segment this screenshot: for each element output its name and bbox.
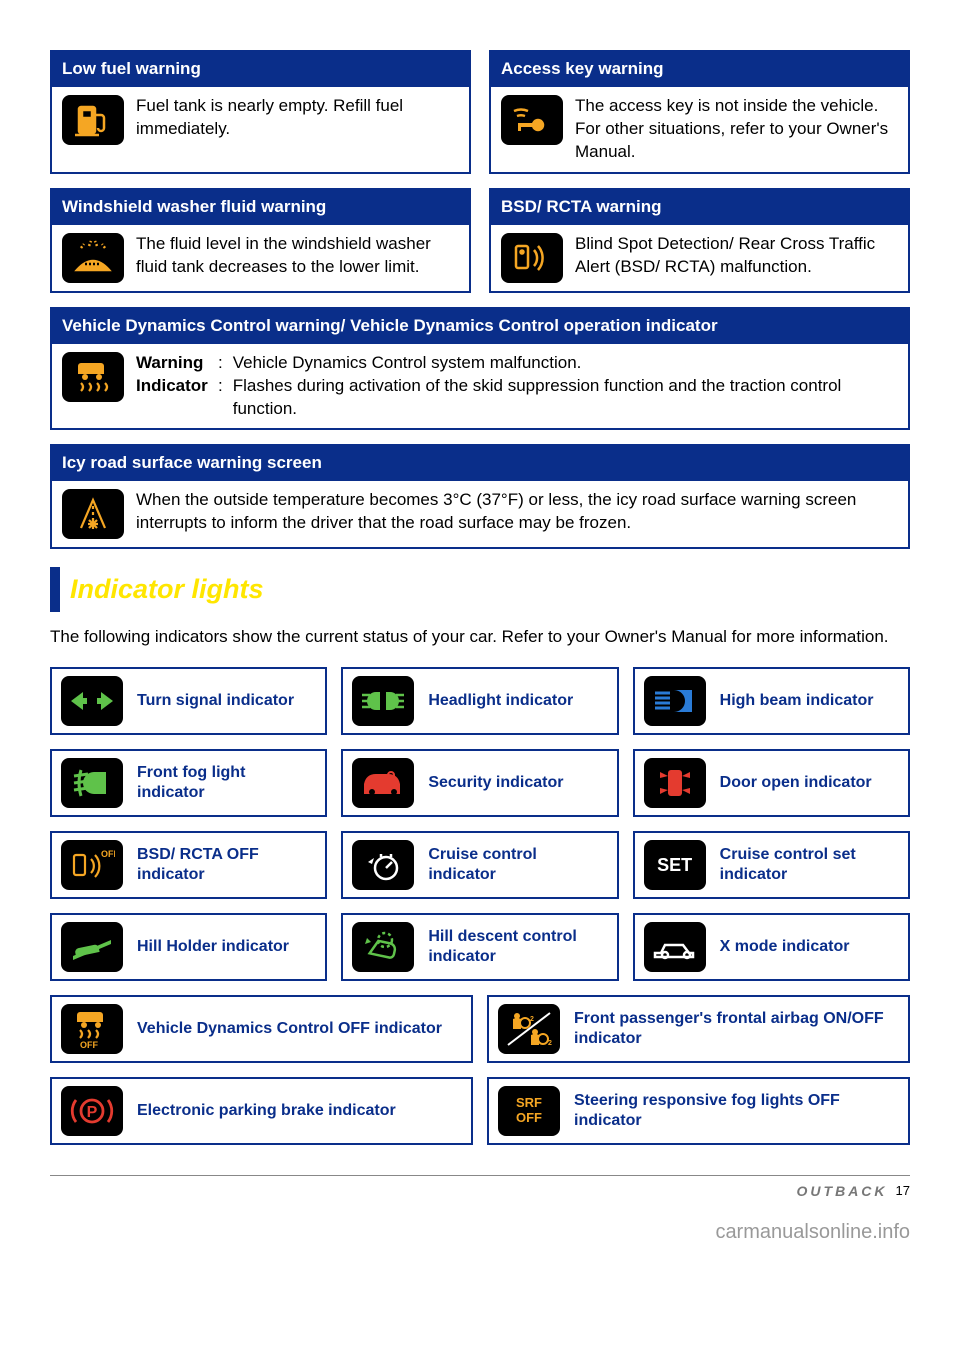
indicator-label: Headlight indicator xyxy=(428,691,573,711)
vdc-off-icon: OFF xyxy=(61,1004,123,1054)
indicator-label: Steering responsive fog lights OFF indic… xyxy=(574,1091,899,1131)
key-wave-icon xyxy=(501,95,563,145)
indicator-label: High beam indicator xyxy=(720,691,874,711)
box-text: When the outside temperature becomes 3°C… xyxy=(136,489,898,535)
indicator-label: Security indicator xyxy=(428,773,563,793)
high-beam-icon xyxy=(644,676,706,726)
bsd-off-indicator: OFF BSD/ RCTA OFF indicator xyxy=(50,831,327,899)
hill-holder-icon xyxy=(61,922,123,972)
svg-text:2: 2 xyxy=(530,1016,534,1023)
srf-off-indicator: SRFOFF Steering responsive fog lights OF… xyxy=(487,1077,910,1145)
set-text-icon: SET xyxy=(644,840,706,890)
security-lock-icon xyxy=(352,758,414,808)
def-label: Warning xyxy=(136,352,214,375)
box-title: Windshield washer fluid warning xyxy=(52,190,469,225)
turn-signal-indicator: Turn signal indicator xyxy=(50,667,327,735)
indicator-label: Cruise control set indicator xyxy=(720,845,899,885)
icy-road-warning-box: Icy road surface warning screen When the… xyxy=(50,444,910,549)
high-beam-indicator: High beam indicator xyxy=(633,667,910,735)
box-text: Fuel tank is nearly empty. Refill fuel i… xyxy=(136,95,459,141)
indicator-label: Electronic parking brake indicator xyxy=(137,1101,396,1121)
indicator-label: Door open indicator xyxy=(720,773,872,793)
bsd-warning-box: BSD/ RCTA warning Blind Spot Detection/ … xyxy=(489,188,910,293)
warning-row: Low fuel warning Fuel tank is nearly emp… xyxy=(50,50,910,174)
section-intro: The following indicators show the curren… xyxy=(50,626,910,649)
colon: : xyxy=(218,352,223,375)
box-title: Icy road surface warning screen xyxy=(52,446,908,481)
box-title: Access key warning xyxy=(491,52,908,87)
indicator-label: Hill descent control indicator xyxy=(428,927,607,967)
colon: : xyxy=(218,375,223,421)
box-title: BSD/ RCTA warning xyxy=(491,190,908,225)
box-text: Blind Spot Detection/ Rear Cross Traffic… xyxy=(575,233,898,279)
indicator-row: OFF BSD/ RCTA OFF indicator Cruise contr… xyxy=(50,831,910,899)
indicator-label: BSD/ RCTA OFF indicator xyxy=(137,845,316,885)
warning-row: Windshield washer fluid warning The flui… xyxy=(50,188,910,293)
hill-descent-indicator: Hill descent control indicator xyxy=(341,913,618,981)
parking-brake-icon: P xyxy=(61,1086,123,1136)
access-key-warning-box: Access key warning The access key is not… xyxy=(489,50,910,174)
svg-text:OFF: OFF xyxy=(101,849,115,859)
indicator-row: Turn signal indicator Headlight indicato… xyxy=(50,667,910,735)
bsd-rcta-icon xyxy=(501,233,563,283)
headlight-indicator: Headlight indicator xyxy=(341,667,618,735)
indicator-label: X mode indicator xyxy=(720,937,850,957)
page-number: 17 xyxy=(896,1182,910,1200)
icy-road-icon xyxy=(62,489,124,539)
vdc-definitions: Warning : Vehicle Dynamics Control syste… xyxy=(136,352,898,421)
x-mode-indicator: X mode indicator xyxy=(633,913,910,981)
parking-brake-indicator: P Electronic parking brake indicator xyxy=(50,1077,473,1145)
svg-text:OFF: OFF xyxy=(80,1040,98,1050)
section-title: Indicator lights xyxy=(50,567,910,611)
icon-text: SRFOFF xyxy=(516,1096,542,1125)
hill-holder-indicator: Hill Holder indicator xyxy=(50,913,327,981)
indicator-label: Front fog light indicator xyxy=(137,763,316,803)
indicator-label: Front passenger's frontal airbag ON/OFF … xyxy=(574,1009,899,1049)
door-open-indicator: Door open indicator xyxy=(633,749,910,817)
cruise-set-indicator: SET Cruise control set indicator xyxy=(633,831,910,899)
indicator-label: Turn signal indicator xyxy=(137,691,294,711)
box-text: The access key is not inside the vehicle… xyxy=(575,95,898,164)
indicator-label: Cruise control indicator xyxy=(428,845,607,885)
svg-text:P: P xyxy=(87,1104,98,1121)
svg-text:2: 2 xyxy=(548,1040,552,1047)
door-open-icon xyxy=(644,758,706,808)
cruise-control-indicator: Cruise control indicator xyxy=(341,831,618,899)
washer-fluid-icon xyxy=(62,233,124,283)
box-text: The fluid level in the windshield washer… xyxy=(136,233,459,279)
security-indicator: Security indicator xyxy=(341,749,618,817)
box-title: Vehicle Dynamics Control warning/ Vehicl… xyxy=(52,309,908,344)
watermark: carmanualsonline.info xyxy=(50,1219,910,1246)
def-text: Flashes during activation of the skid su… xyxy=(233,375,898,421)
indicator-row: P Electronic parking brake indicator SRF… xyxy=(50,1077,910,1145)
def-label: Indicator xyxy=(136,375,214,421)
x-mode-icon xyxy=(644,922,706,972)
vdc-warning-box: Vehicle Dynamics Control warning/ Vehicl… xyxy=(50,307,910,431)
brand-logo: OUTBACK xyxy=(797,1182,888,1201)
indicator-label: Vehicle Dynamics Control OFF indicator xyxy=(137,1019,442,1039)
fuel-pump-icon xyxy=(62,95,124,145)
indicator-row: Front fog light indicator Security indic… xyxy=(50,749,910,817)
airbag-onoff-icon: 22 xyxy=(498,1004,560,1054)
skid-car-icon xyxy=(62,352,124,402)
def-text: Vehicle Dynamics Control system malfunct… xyxy=(233,352,582,375)
indicator-row: OFF Vehicle Dynamics Control OFF indicat… xyxy=(50,995,910,1063)
fog-light-indicator: Front fog light indicator xyxy=(50,749,327,817)
page-footer: OUTBACK 17 xyxy=(50,1175,910,1201)
turn-signal-icon xyxy=(61,676,123,726)
indicator-label: Hill Holder indicator xyxy=(137,937,289,957)
headlight-icon xyxy=(352,676,414,726)
cruise-icon xyxy=(352,840,414,890)
vdc-off-indicator: OFF Vehicle Dynamics Control OFF indicat… xyxy=(50,995,473,1063)
fog-light-icon xyxy=(61,758,123,808)
airbag-indicator: 22 Front passenger's frontal airbag ON/O… xyxy=(487,995,910,1063)
srf-off-icon: SRFOFF xyxy=(498,1086,560,1136)
box-title: Low fuel warning xyxy=(52,52,469,87)
hill-descent-icon xyxy=(352,922,414,972)
bsd-off-icon: OFF xyxy=(61,840,123,890)
icon-text: SET xyxy=(657,853,692,877)
low-fuel-warning-box: Low fuel warning Fuel tank is nearly emp… xyxy=(50,50,471,174)
washer-warning-box: Windshield washer fluid warning The flui… xyxy=(50,188,471,293)
indicator-row: Hill Holder indicator Hill descent contr… xyxy=(50,913,910,981)
